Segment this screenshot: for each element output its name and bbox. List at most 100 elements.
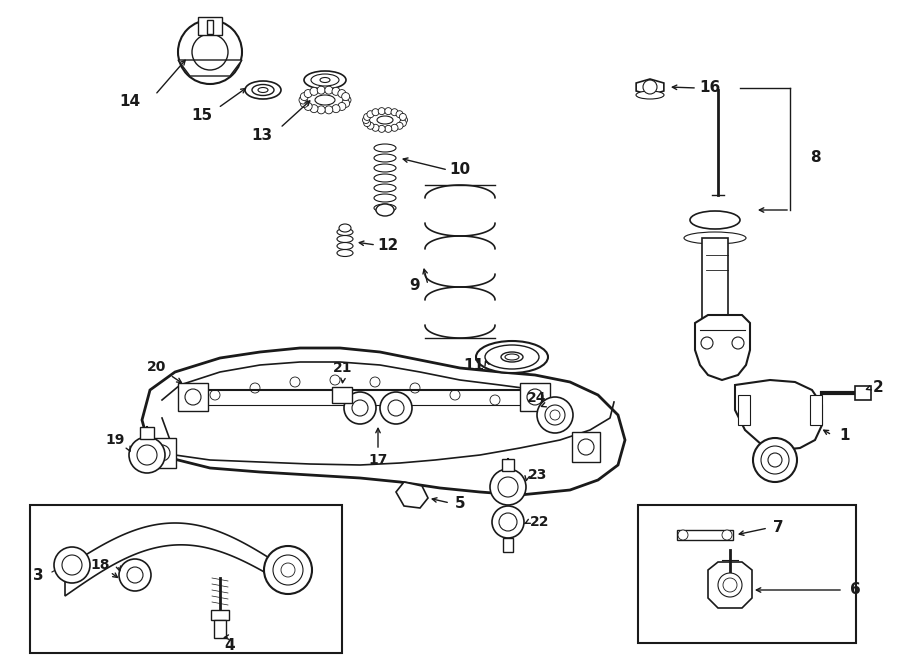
Circle shape bbox=[643, 80, 657, 94]
Bar bbox=[677, 530, 733, 540]
Bar bbox=[702, 238, 728, 323]
Polygon shape bbox=[178, 60, 242, 76]
Circle shape bbox=[385, 108, 392, 114]
Polygon shape bbox=[142, 348, 625, 495]
Circle shape bbox=[367, 122, 374, 130]
Bar bbox=[140, 427, 154, 439]
Ellipse shape bbox=[374, 204, 396, 212]
Circle shape bbox=[378, 108, 385, 114]
Ellipse shape bbox=[376, 204, 394, 216]
Bar bbox=[503, 538, 513, 552]
Text: 23: 23 bbox=[528, 468, 548, 482]
Text: 13: 13 bbox=[251, 128, 273, 143]
Bar bbox=[572, 432, 600, 462]
Polygon shape bbox=[636, 79, 664, 95]
Ellipse shape bbox=[337, 229, 353, 235]
Ellipse shape bbox=[636, 91, 664, 99]
Bar bbox=[855, 386, 871, 400]
Circle shape bbox=[722, 530, 732, 540]
Circle shape bbox=[338, 102, 346, 110]
Ellipse shape bbox=[337, 249, 353, 256]
Text: 10: 10 bbox=[449, 163, 471, 178]
Circle shape bbox=[317, 106, 325, 114]
Ellipse shape bbox=[374, 154, 396, 162]
Polygon shape bbox=[695, 315, 750, 380]
Circle shape bbox=[129, 437, 165, 473]
Circle shape bbox=[363, 116, 370, 124]
Circle shape bbox=[364, 120, 371, 126]
Text: 7: 7 bbox=[773, 520, 783, 535]
Ellipse shape bbox=[374, 144, 396, 152]
Ellipse shape bbox=[476, 341, 548, 373]
Bar bbox=[810, 395, 822, 425]
Polygon shape bbox=[396, 482, 428, 508]
Polygon shape bbox=[708, 562, 752, 608]
Circle shape bbox=[119, 559, 151, 591]
Circle shape bbox=[301, 99, 309, 108]
Circle shape bbox=[304, 90, 312, 98]
Circle shape bbox=[372, 124, 379, 132]
Text: 17: 17 bbox=[368, 453, 388, 467]
Circle shape bbox=[338, 90, 346, 98]
Text: 2: 2 bbox=[873, 381, 884, 395]
Circle shape bbox=[396, 122, 403, 130]
Circle shape bbox=[753, 438, 797, 482]
Text: 16: 16 bbox=[699, 81, 721, 95]
Bar bbox=[638, 505, 856, 643]
Text: 11: 11 bbox=[464, 358, 484, 373]
Ellipse shape bbox=[304, 90, 346, 110]
Ellipse shape bbox=[501, 352, 523, 362]
Text: 21: 21 bbox=[333, 361, 353, 375]
Polygon shape bbox=[735, 380, 822, 450]
Circle shape bbox=[400, 116, 408, 124]
Circle shape bbox=[380, 392, 412, 424]
Text: 9: 9 bbox=[410, 278, 420, 293]
Text: 14: 14 bbox=[120, 95, 140, 110]
Circle shape bbox=[54, 547, 90, 583]
Bar bbox=[502, 459, 514, 471]
Text: 4: 4 bbox=[225, 637, 235, 652]
Circle shape bbox=[343, 96, 351, 104]
Text: 6: 6 bbox=[850, 582, 860, 598]
Circle shape bbox=[304, 102, 312, 110]
Bar bbox=[207, 20, 213, 34]
Circle shape bbox=[490, 469, 526, 505]
Ellipse shape bbox=[374, 174, 396, 182]
Bar bbox=[198, 17, 222, 35]
Bar bbox=[520, 383, 550, 411]
Text: 22: 22 bbox=[530, 515, 550, 529]
Circle shape bbox=[367, 110, 374, 118]
Circle shape bbox=[264, 546, 312, 594]
Circle shape bbox=[344, 392, 376, 424]
Ellipse shape bbox=[374, 164, 396, 172]
Circle shape bbox=[400, 114, 407, 120]
Circle shape bbox=[178, 20, 242, 84]
Circle shape bbox=[718, 573, 742, 597]
Circle shape bbox=[325, 106, 333, 114]
Ellipse shape bbox=[339, 224, 351, 232]
Circle shape bbox=[378, 126, 385, 132]
Circle shape bbox=[299, 96, 307, 104]
Circle shape bbox=[364, 114, 371, 120]
Circle shape bbox=[492, 506, 524, 538]
Circle shape bbox=[391, 108, 398, 116]
Circle shape bbox=[332, 104, 340, 112]
Text: 3: 3 bbox=[32, 568, 43, 582]
Ellipse shape bbox=[245, 81, 281, 99]
Circle shape bbox=[310, 104, 318, 112]
Bar bbox=[332, 387, 352, 403]
Text: 20: 20 bbox=[148, 360, 166, 374]
Bar bbox=[211, 610, 229, 620]
Circle shape bbox=[317, 86, 325, 94]
Circle shape bbox=[372, 108, 379, 116]
Circle shape bbox=[332, 87, 340, 95]
Circle shape bbox=[342, 99, 350, 108]
Bar bbox=[214, 620, 226, 638]
Polygon shape bbox=[65, 523, 285, 596]
Text: 24: 24 bbox=[527, 391, 547, 405]
Text: 12: 12 bbox=[377, 237, 399, 253]
Ellipse shape bbox=[690, 211, 740, 229]
Ellipse shape bbox=[304, 71, 346, 89]
Text: 1: 1 bbox=[840, 428, 850, 442]
Circle shape bbox=[325, 86, 333, 94]
